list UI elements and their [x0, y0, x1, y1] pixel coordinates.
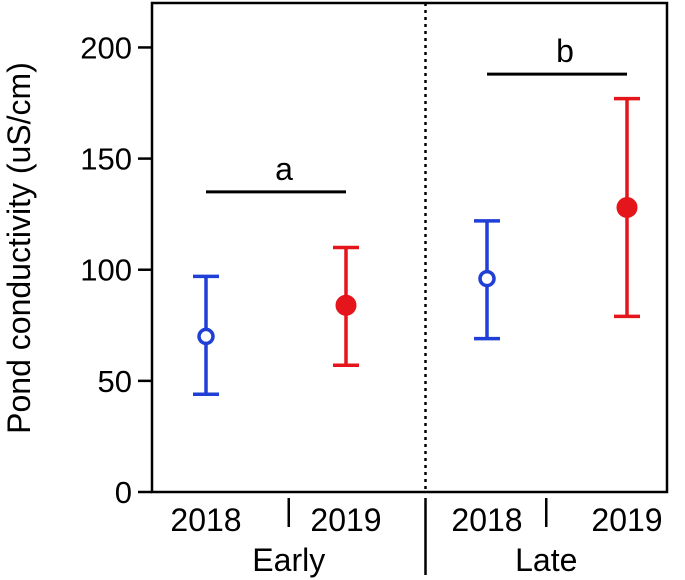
plot-frame	[150, 1, 669, 494]
data-point-filled	[335, 294, 357, 316]
group-label: Late	[515, 542, 577, 578]
x-tick-label-year: 2018	[170, 502, 241, 538]
y-tick-label: 200	[80, 30, 132, 65]
x-tick-label-year: 2019	[310, 502, 381, 538]
data-point-filled	[616, 196, 638, 218]
group-label: Early	[252, 542, 325, 578]
plot-area: 0 50 100 150 200 2018 2019 Early a 2018 2019 Late b	[80, 1, 669, 578]
significance-letter: a	[275, 151, 293, 187]
y-tick-label: 150	[80, 142, 132, 177]
significance-letter: b	[556, 33, 574, 69]
data-point-open	[197, 327, 215, 346]
data-point-open	[478, 269, 496, 288]
x-tick-label-year: 2019	[591, 502, 662, 538]
x-tick-label-year: 2018	[451, 502, 522, 538]
y-tick-label: 50	[98, 364, 132, 399]
y-tick-label: 100	[80, 253, 132, 288]
y-axis-label: Pond conductivity (uS/cm)	[1, 62, 37, 434]
y-tick-label: 0	[115, 475, 132, 510]
